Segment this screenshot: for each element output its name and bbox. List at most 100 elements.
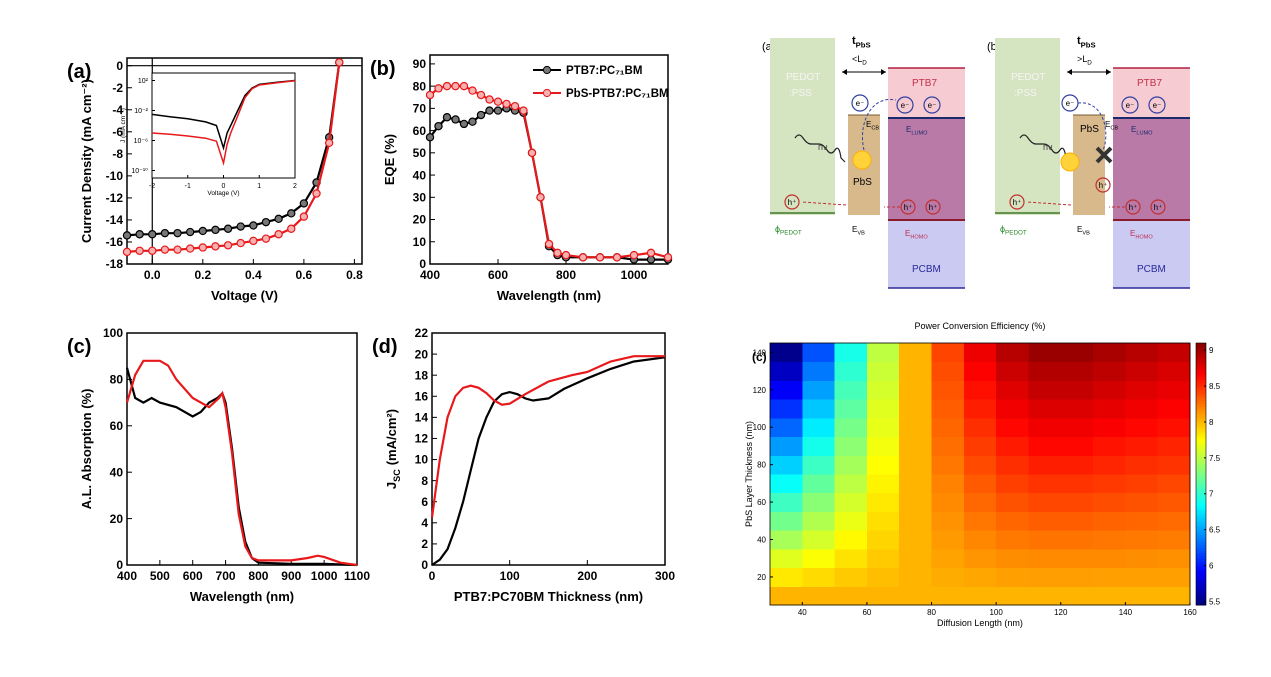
data-point bbox=[536, 193, 545, 202]
y-tick-label: 10⁻² bbox=[134, 108, 148, 115]
heat-cell bbox=[1125, 361, 1159, 381]
colorbar-step bbox=[1196, 429, 1206, 433]
heat-cell bbox=[866, 380, 900, 400]
data-point bbox=[451, 81, 460, 91]
colorbar-step bbox=[1196, 560, 1206, 564]
data-point bbox=[468, 86, 477, 95]
colorbar-step bbox=[1196, 552, 1206, 556]
y-tick-label: 22 bbox=[415, 326, 429, 340]
heat-cell bbox=[1093, 474, 1126, 494]
heat-cell bbox=[899, 492, 933, 512]
y-axis-label: JSC (mA/cm²) bbox=[384, 409, 402, 489]
heat-cell bbox=[963, 586, 997, 606]
y-tick-label: 40 bbox=[757, 536, 766, 545]
data-point bbox=[335, 58, 344, 67]
heat-cell bbox=[834, 567, 868, 587]
y-tick-label: 10 bbox=[415, 453, 429, 467]
heat-cell bbox=[931, 567, 965, 587]
colorbar-step bbox=[1196, 549, 1206, 554]
pedot-text: PEDOT bbox=[1011, 72, 1045, 83]
data-point bbox=[299, 212, 309, 221]
heat-cell bbox=[1125, 343, 1159, 363]
colorbar-step bbox=[1196, 343, 1206, 347]
data-point bbox=[160, 228, 170, 238]
data-point bbox=[287, 224, 296, 233]
heat-cell bbox=[996, 530, 1029, 550]
thickness-main: t bbox=[852, 35, 856, 47]
data-point bbox=[261, 234, 271, 243]
colorbar-step bbox=[1196, 497, 1206, 501]
colorbar-tick-label: 6 bbox=[1209, 562, 1214, 571]
heat-cell bbox=[1093, 567, 1126, 587]
heat-cell bbox=[1060, 586, 1094, 606]
photon bbox=[1019, 134, 1071, 163]
colorbar-tick-label: 6.5 bbox=[1209, 526, 1221, 535]
relation-main: >L bbox=[1077, 54, 1087, 64]
colorbar-step bbox=[1196, 374, 1206, 378]
heat-cell bbox=[1157, 380, 1191, 400]
series-line bbox=[151, 80, 296, 166]
y-tick-label: -6 bbox=[112, 125, 123, 139]
colorbar-step bbox=[1196, 518, 1206, 522]
colorbar-step bbox=[1196, 484, 1206, 488]
heat-cell bbox=[931, 399, 965, 419]
heat-cell bbox=[1060, 474, 1094, 494]
colorbar-step bbox=[1196, 350, 1206, 354]
heat-cell bbox=[866, 548, 900, 569]
data-point bbox=[135, 230, 144, 239]
heat-cell bbox=[1093, 436, 1126, 456]
evb-text: EVB bbox=[852, 225, 865, 236]
heat-cell bbox=[931, 548, 965, 569]
heat-cell bbox=[802, 548, 836, 569]
heat-cell bbox=[996, 455, 1029, 475]
data-point bbox=[527, 148, 537, 158]
homo-text-sub: HOMO bbox=[910, 234, 928, 240]
heat-cell bbox=[834, 511, 868, 531]
hole-text: h⁺ bbox=[904, 203, 913, 212]
colorbar-step bbox=[1196, 513, 1206, 517]
homo-text-main: E bbox=[905, 229, 910, 238]
heat-cell bbox=[1028, 530, 1062, 550]
colorbar-step bbox=[1196, 492, 1206, 496]
colorbar-step bbox=[1196, 416, 1206, 420]
heat-cell bbox=[1157, 436, 1191, 456]
heat-cell bbox=[963, 436, 997, 456]
colorbar-step bbox=[1196, 371, 1206, 375]
heat-cell bbox=[963, 361, 997, 381]
thickness-sub: PbS bbox=[856, 40, 871, 49]
colorbar-step bbox=[1196, 405, 1206, 409]
data-point bbox=[561, 250, 571, 260]
heat-cell bbox=[866, 474, 900, 494]
data-point bbox=[274, 230, 283, 239]
y-tick-label: 6 bbox=[421, 495, 428, 509]
x-tick-label: 600 bbox=[488, 268, 508, 282]
colorbar-step bbox=[1196, 505, 1206, 509]
heat-cell bbox=[1060, 492, 1094, 512]
heat-cell bbox=[1028, 399, 1062, 419]
legend-marker bbox=[542, 88, 552, 98]
heat-cell bbox=[1093, 399, 1126, 419]
thickness: tPbS bbox=[852, 35, 871, 49]
colorbar-step bbox=[1196, 474, 1206, 478]
y-tick-label: 30 bbox=[413, 190, 427, 204]
panel-label: (c) bbox=[67, 336, 91, 358]
y-tick-label: 70 bbox=[413, 102, 427, 116]
heat-cell bbox=[899, 511, 933, 531]
data-point bbox=[122, 231, 132, 240]
colorbar-step bbox=[1196, 589, 1206, 593]
heat-cell bbox=[866, 436, 900, 456]
arrow-head bbox=[1067, 69, 1111, 75]
panel-label: (b) bbox=[370, 58, 396, 80]
heat-cell bbox=[834, 380, 868, 400]
electron bbox=[1148, 96, 1166, 114]
x-tick-label: 1 bbox=[257, 183, 261, 190]
colorbar-step bbox=[1196, 544, 1206, 548]
data-point bbox=[148, 230, 157, 239]
y-tick-label: 14 bbox=[415, 411, 429, 425]
heat-cell bbox=[931, 417, 965, 438]
colorbar-step bbox=[1196, 581, 1206, 585]
data-point bbox=[236, 238, 245, 248]
heat-cell bbox=[1157, 343, 1191, 363]
relation-sub: D bbox=[1087, 60, 1092, 67]
colorbar-step bbox=[1196, 398, 1206, 402]
